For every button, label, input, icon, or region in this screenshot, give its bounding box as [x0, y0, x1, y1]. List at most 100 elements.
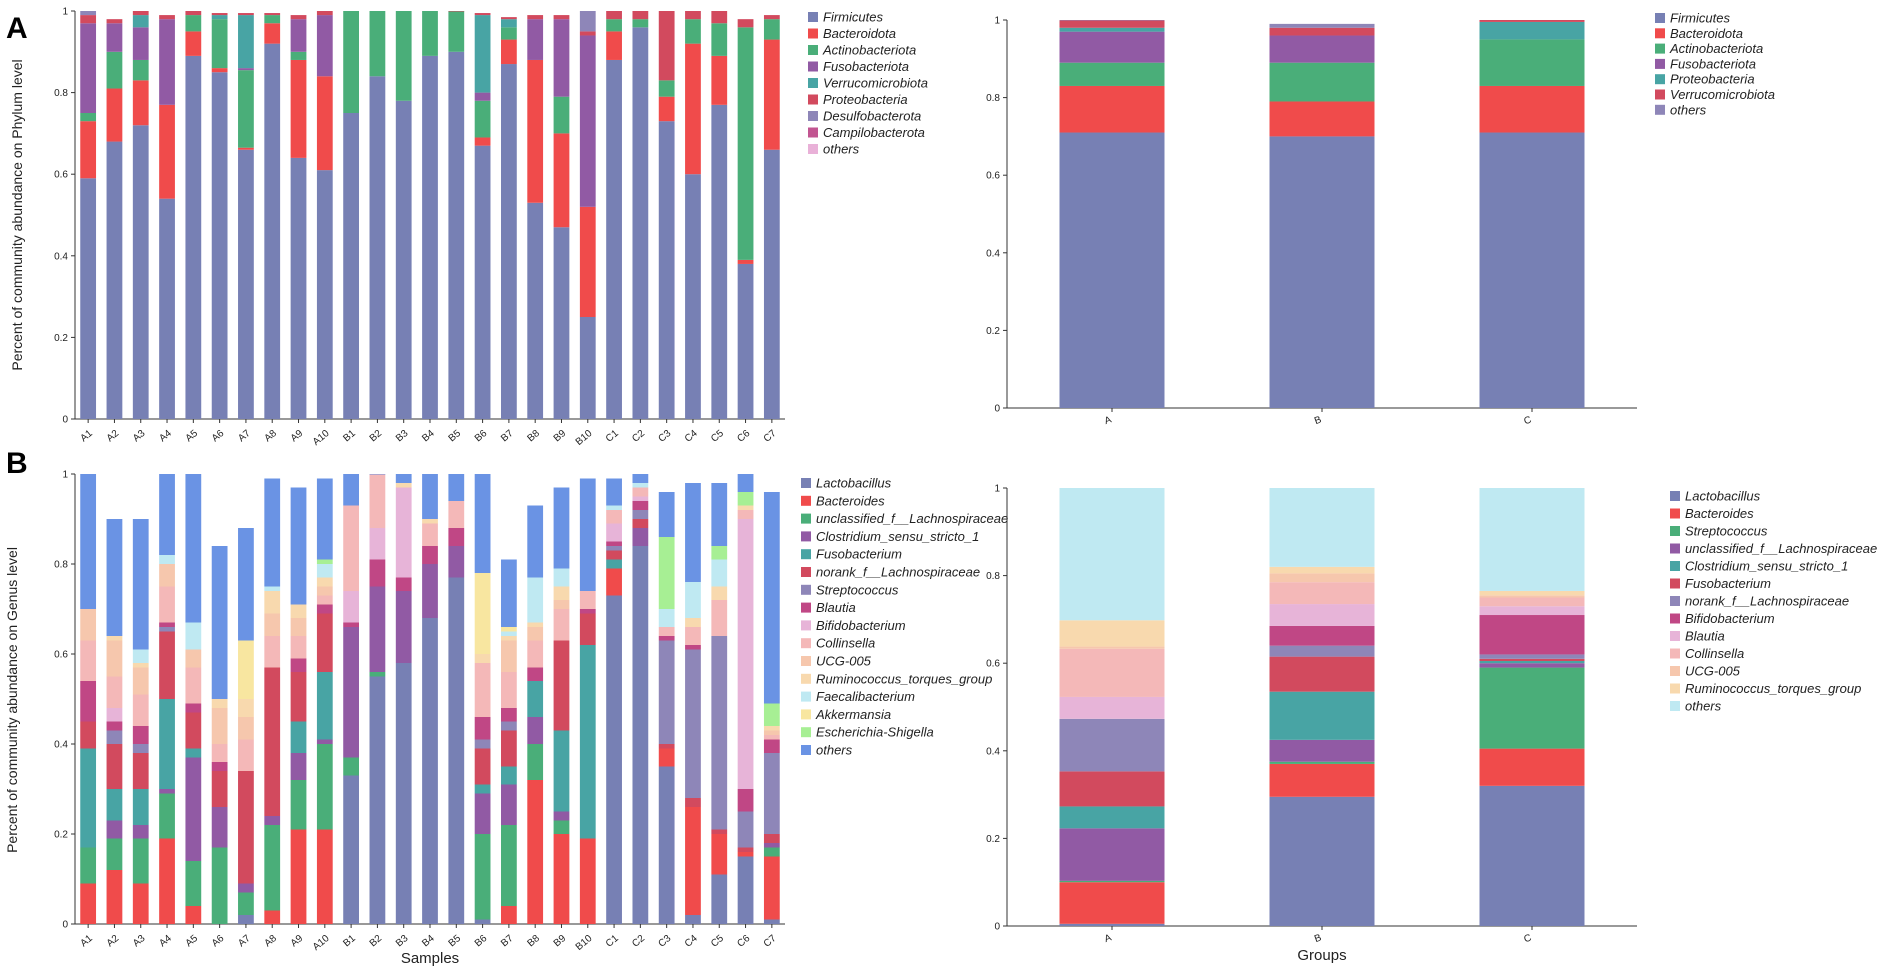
bar-segment-others-B5 [448, 474, 465, 501]
legend-swatch [1670, 596, 1680, 606]
bar-segment-Lactobacillus-A7 [238, 915, 254, 924]
bar-segment-Verrucomicrobiota-A6 [211, 15, 228, 20]
legend-label: others [1685, 699, 1722, 714]
bar-segment-Actinobacteriota-C [1479, 39, 1585, 86]
legend-label: Verrucomicrobiota [1670, 87, 1775, 102]
bar-segment-Bacteroidota-B8 [527, 59, 544, 203]
bar-segment-Akkermansia-A7 [238, 640, 254, 699]
bar-segment-Collinsella-C1 [606, 510, 622, 524]
x-tick-label: C2 [630, 428, 647, 445]
legend-swatch [1670, 508, 1680, 519]
legend-swatch [801, 567, 811, 577]
bar-segment-Proteobacteria-A [1059, 27, 1165, 32]
x-tick-label: C [1522, 414, 1533, 427]
legend-label: Blautia [816, 600, 856, 615]
x-tick-label: B9 [552, 933, 569, 950]
bar-segment-Actinobacteriota-B1 [343, 11, 359, 113]
x-tick-label: B2 [368, 428, 385, 445]
bar-segment-Faecalibacterium-A10 [316, 564, 333, 578]
bar-segment-norank_f__Lachnospiraceae-C [1479, 654, 1585, 659]
bar-segment-unclassified_f__Lachnospiraceae-B7 [501, 825, 517, 906]
bar-segment-Actinobacteriota-C1 [606, 19, 622, 32]
bar-segment-others-A4 [159, 474, 175, 555]
bar-segment-others-A1 [80, 474, 97, 609]
legend-swatch [1670, 666, 1680, 676]
bar-segment-Ruminococcus_torques_group-C4 [685, 618, 701, 627]
bar-segment-Bacteroides-A8 [264, 910, 281, 924]
bar-segment-norank_f__Lachnospiraceae-A9 [290, 672, 307, 722]
bar-segment-Faecalibacterium-A5 [185, 622, 202, 650]
x-tick-label: A3 [131, 428, 148, 445]
bar-segment-Fusobacteriota-A1 [80, 23, 97, 114]
bar-segment-Actinobacteriota-A2 [106, 51, 123, 89]
bar-segment-norank_f__Lachnospiraceae-C6 [737, 847, 754, 852]
bar-segment-Collinsella-C [1479, 597, 1585, 607]
bar-segment-Verrucomicrobiota-B6 [474, 15, 491, 93]
bar-segment-Firmicutes-B9 [553, 227, 570, 419]
bar-segment-Fusobacteriota-A [1059, 31, 1165, 63]
bar-segment-Proteobacteria-C6 [737, 19, 754, 28]
x-tick-label: B5 [447, 933, 464, 950]
legend-swatch [801, 691, 811, 702]
bar-segment-Blautia-C6 [737, 789, 754, 812]
bar-segment-Proteobacteria-A5 [185, 11, 202, 16]
x-tick-label: C1 [604, 428, 621, 445]
legend-swatch [1655, 43, 1665, 54]
bar-segment-Collinsella-A7 [238, 739, 254, 771]
bar-segment-Bacteroidota-C1 [606, 31, 622, 60]
bar-segment-Blautia-A4 [159, 622, 175, 627]
x-tick-label: B8 [525, 428, 542, 445]
bar-segment-Bifidobacterium-B2 [369, 528, 386, 560]
bar-segment-UCG-005-A8 [264, 613, 281, 636]
bar-segment-norank_f__Lachnospiraceae-C3 [658, 744, 675, 749]
bar-segment-norank_f__Lachnospiraceae-C5 [711, 829, 728, 834]
bar-segment-Fusobacteriota-A9 [290, 19, 307, 52]
x-tick-label: B10 [574, 933, 595, 953]
bar-segment-Ruminococcus_torques_group-B4 [422, 519, 438, 524]
bar-segment-Bacteroides-A10 [316, 829, 333, 924]
bar-segment-Bacteroides-A3 [132, 883, 149, 924]
legend-A-groups: FirmicutesBacteroidotaActinobacteriotaFu… [1655, 11, 1775, 117]
bar-segment-Clostridium_sensu_stricto_1-B8 [527, 717, 544, 744]
legend-label: Fusobacteriota [823, 59, 909, 74]
legend-label: Firmicutes [1670, 11, 1730, 26]
bar-segment-norank_f__Lachnospiraceae-C2 [632, 519, 649, 528]
bar-segment-norank_f__Lachnospiraceae-B10 [579, 613, 596, 645]
bar-segment-norank_f__Lachnospiraceae-A2 [106, 744, 123, 789]
bar-segment-Streptococcus-C4 [685, 649, 701, 798]
bar-segment-Fusobacterium-A2 [106, 789, 123, 821]
legend-label: unclassified_f__Lachnospiraceae [1685, 541, 1877, 556]
bar-segment-norank_f__Lachnospiraceae-C4 [685, 798, 701, 807]
bar-segment-others-B1 [343, 474, 359, 506]
legend-swatch [801, 478, 811, 488]
bar-segment-Actinobacteriota-C2 [632, 19, 649, 28]
bar-segment-unclassified_f__Lachnospiraceae-B [1269, 739, 1375, 762]
bar-segment-others-A [1059, 488, 1165, 621]
bar-segment-Verrucomicrobiota-A [1059, 20, 1165, 28]
bar-segment-Ruminococcus_torques_group-B8 [527, 622, 544, 627]
bar-segment-Clostridium_sensu_stricto_1-B7 [501, 784, 517, 825]
bar-segment-Collinsella-A10 [316, 595, 333, 605]
bar-segment-Fusobacterium-A [1059, 771, 1165, 807]
legend-swatch [801, 549, 811, 560]
bar-segment-Desulfobacterota-B10 [579, 11, 596, 32]
bar-segment-Collinsella-C2 [632, 487, 649, 497]
bar-segment-others-B6 [474, 474, 491, 573]
bar-segment-Bacteroides-C1 [606, 568, 622, 596]
bar-segment-Fusobacteriota-A2 [106, 23, 123, 52]
bar-segment-Fusobacterium-A9 [290, 721, 307, 753]
bar-segment-others-C7 [763, 492, 780, 704]
legend-label: Ruminococcus_torques_group [1685, 681, 1861, 696]
x-tick-label: A4 [157, 428, 174, 445]
legend-swatch [1670, 701, 1680, 711]
bar-segment-Firmicutes-B7 [501, 64, 517, 419]
bar-segment-unclassified_f__Lachnospiraceae-B9 [553, 820, 570, 834]
bar-segment-Lactobacillus-B [1269, 796, 1375, 926]
bar-segment-Blautia-B1 [343, 622, 359, 627]
bar-segment-Ruminococcus_torques_group-A3 [132, 663, 149, 668]
bar-segment-norank_f__Lachnospiraceae-B [1269, 645, 1375, 657]
y-tick-label: 0 [994, 404, 1000, 415]
bar-segment-Collinsella-C3 [658, 627, 675, 636]
bar-segment-Collinsella-B1 [343, 505, 359, 591]
bar-segment-Blautia-C4 [685, 645, 701, 650]
